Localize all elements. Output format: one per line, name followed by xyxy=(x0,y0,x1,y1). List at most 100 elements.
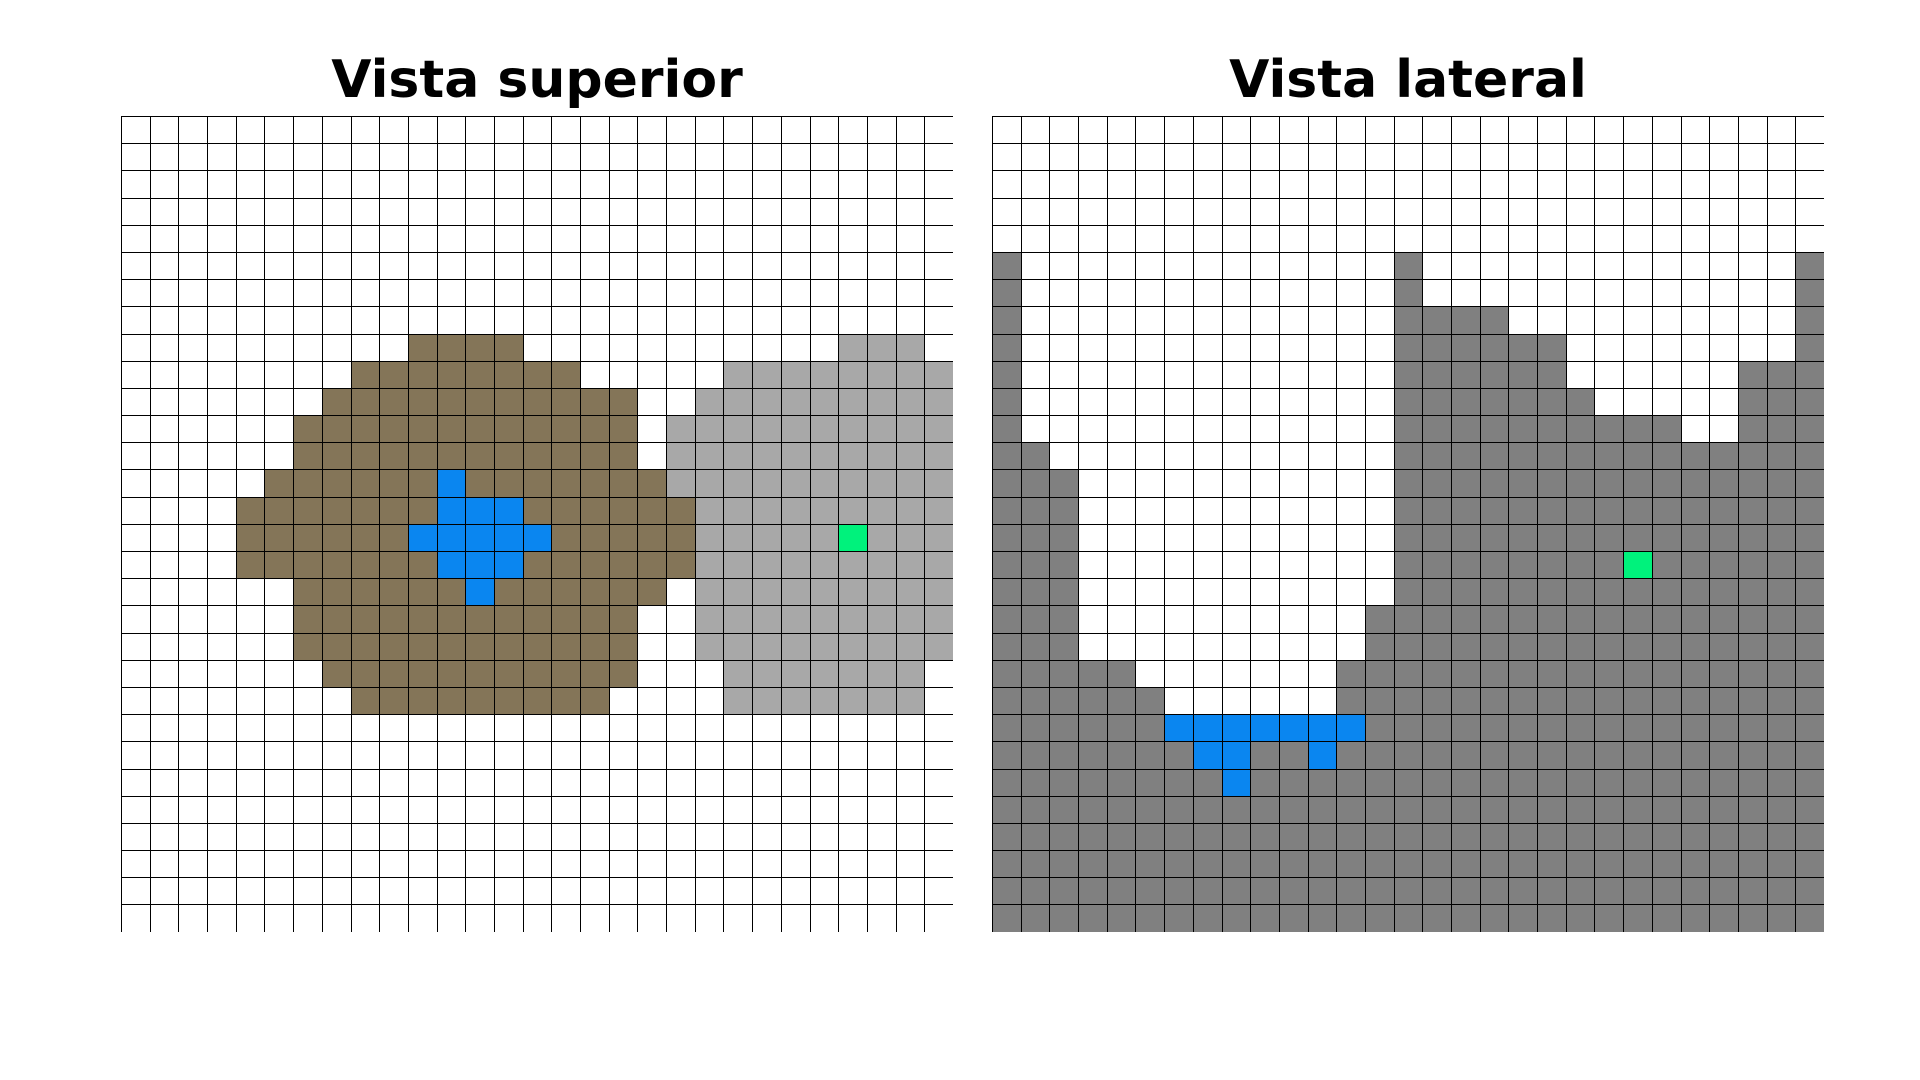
grid-cell xyxy=(1221,360,1251,388)
grid-cell xyxy=(1479,387,1509,416)
grid-cell xyxy=(436,632,466,660)
grid-cell xyxy=(752,496,781,524)
grid-cell xyxy=(379,496,408,524)
grid-cell xyxy=(1766,551,1796,579)
grid-cell xyxy=(235,279,265,307)
grid-cell xyxy=(637,279,667,307)
grid-cell xyxy=(1795,496,1824,524)
grid-cell xyxy=(895,251,925,280)
grid-cell xyxy=(293,496,322,524)
grid-cell xyxy=(321,904,351,932)
grid-cell xyxy=(1164,170,1193,198)
grid-cell xyxy=(1278,551,1308,579)
side-view-grid xyxy=(992,116,1824,932)
grid-cell xyxy=(924,333,953,361)
grid-cell xyxy=(1307,170,1337,198)
grid-cell xyxy=(207,795,236,823)
grid-cell xyxy=(1221,387,1251,416)
grid-cell xyxy=(264,469,294,497)
grid-cell xyxy=(780,768,810,796)
grid-cell xyxy=(465,197,494,225)
grid-cell xyxy=(666,442,695,470)
grid-cell xyxy=(924,714,953,742)
grid-cell xyxy=(1451,659,1480,687)
grid-cell xyxy=(293,224,322,252)
grid-cell xyxy=(1164,116,1193,144)
grid-cell xyxy=(1766,877,1796,905)
grid-cell xyxy=(780,360,810,388)
grid-cell xyxy=(1709,143,1738,171)
grid-cell xyxy=(1422,496,1451,524)
grid-cell xyxy=(1135,442,1165,470)
grid-cell xyxy=(666,686,695,715)
grid-cell xyxy=(1221,116,1251,144)
grid-cell xyxy=(1364,442,1394,470)
grid-cell xyxy=(522,251,552,280)
grid-cell xyxy=(1135,850,1165,878)
grid-cell xyxy=(1221,197,1251,225)
grid-cell xyxy=(580,387,609,416)
grid-cell xyxy=(1594,551,1624,579)
grid-cell xyxy=(666,850,695,878)
grid-cell xyxy=(1250,714,1279,742)
grid-cell xyxy=(1078,523,1107,551)
grid-cell xyxy=(522,116,552,144)
grid-cell xyxy=(1336,578,1365,606)
grid-cell xyxy=(1709,306,1738,334)
grid-cell xyxy=(1278,469,1308,497)
grid-cell xyxy=(838,170,867,198)
grid-cell xyxy=(1709,251,1738,280)
grid-cell xyxy=(551,170,580,198)
grid-cell xyxy=(992,714,1021,742)
grid-cell xyxy=(1737,904,1767,932)
grid-cell xyxy=(235,523,265,551)
grid-cell xyxy=(1479,116,1509,144)
grid-cell xyxy=(1250,904,1279,932)
grid-cell xyxy=(723,686,753,715)
grid-cell xyxy=(207,116,236,144)
grid-cell xyxy=(694,170,724,198)
grid-cell xyxy=(1135,116,1165,144)
grid-cell xyxy=(1422,415,1451,443)
grid-cell xyxy=(1020,768,1050,796)
grid-cell xyxy=(1364,469,1394,497)
grid-cell xyxy=(637,333,667,361)
grid-cell xyxy=(1078,469,1107,497)
grid-cell xyxy=(207,143,236,171)
grid-cell xyxy=(1565,170,1595,198)
grid-cell xyxy=(1565,686,1595,715)
grid-cell xyxy=(1737,360,1767,388)
grid-cell xyxy=(723,224,753,252)
grid-cell xyxy=(1393,170,1423,198)
side-view-title: Vista lateral xyxy=(1229,50,1587,110)
grid-cell xyxy=(752,578,781,606)
grid-cell xyxy=(780,904,810,932)
grid-cell xyxy=(436,904,466,932)
grid-cell xyxy=(1594,170,1624,198)
grid-cell xyxy=(178,822,208,851)
grid-cell xyxy=(1336,469,1365,497)
grid-cell xyxy=(493,197,523,225)
grid-cell xyxy=(809,224,839,252)
grid-cell xyxy=(1250,442,1279,470)
grid-cell xyxy=(264,415,294,443)
grid-cell xyxy=(1336,415,1365,443)
grid-cell xyxy=(1393,768,1423,796)
grid-cell xyxy=(838,387,867,416)
grid-cell xyxy=(1307,768,1337,796)
grid-cell xyxy=(637,116,667,144)
grid-cell xyxy=(694,333,724,361)
grid-cell xyxy=(1106,442,1136,470)
grid-cell xyxy=(293,279,322,307)
grid-cell xyxy=(436,686,466,715)
grid-cell xyxy=(1020,659,1050,687)
grid-cell xyxy=(1737,116,1767,144)
grid-cell xyxy=(895,850,925,878)
grid-cell xyxy=(1479,469,1509,497)
grid-cell xyxy=(924,523,953,551)
grid-cell xyxy=(1078,251,1107,280)
grid-cell xyxy=(178,469,208,497)
grid-cell xyxy=(1307,822,1337,851)
grid-cell xyxy=(780,686,810,715)
grid-cell xyxy=(1795,795,1824,823)
